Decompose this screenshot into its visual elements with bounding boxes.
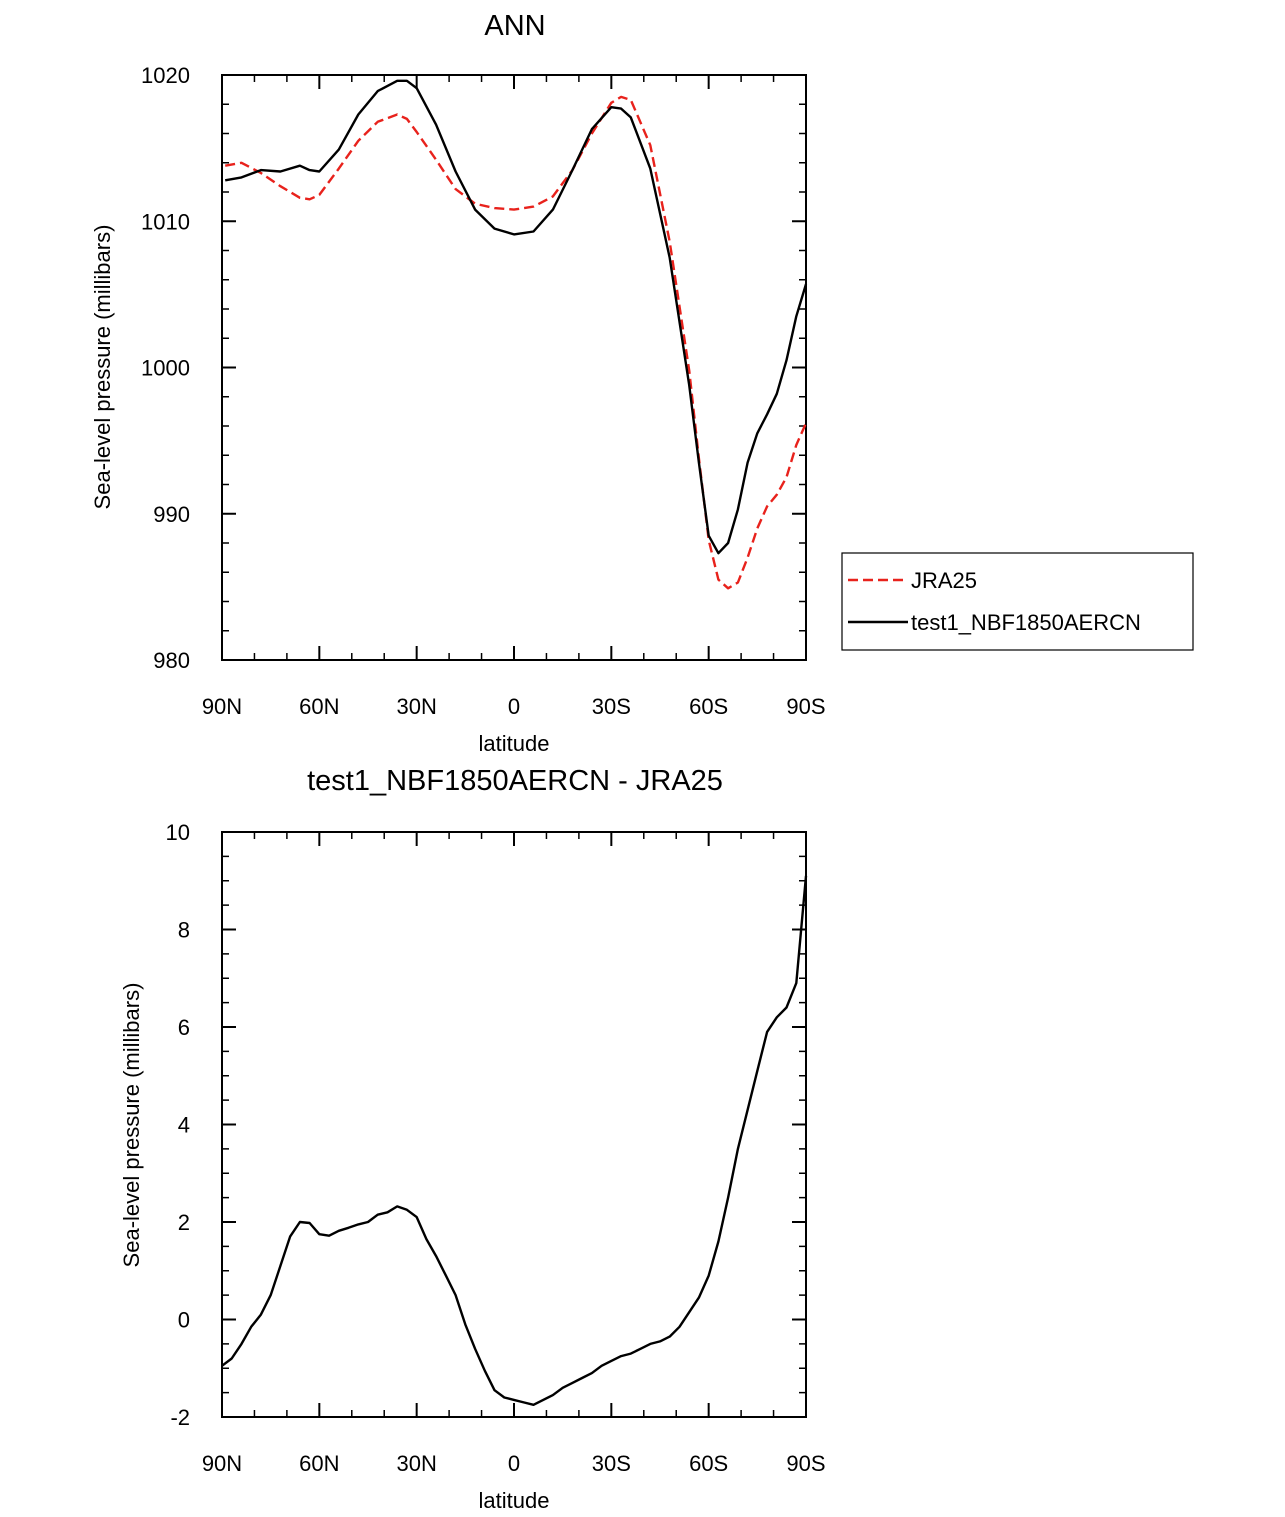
bottom-chart-title: test1_NBF1850AERCN - JRA25 bbox=[307, 765, 723, 797]
top-y-tick-labels: 980 990 1000 1010 1020 bbox=[141, 63, 190, 673]
x-tick-label: 90N bbox=[202, 694, 242, 719]
y-tick-label: 10 bbox=[166, 820, 190, 845]
bottom-panel: test1_NBF1850AERCN - JRA25 90N 60N 30N 0 30S… bbox=[119, 765, 826, 1513]
x-tick-label: 90S bbox=[786, 1451, 825, 1476]
bottom-x-tick-labels: 90N 60N 30N 0 30S 60S 90S bbox=[202, 1451, 826, 1476]
y-tick-label: 0 bbox=[178, 1308, 190, 1333]
top-chart-title: ANN bbox=[484, 10, 545, 42]
top-series-line-test1-nbf1850aercn bbox=[224, 79, 808, 555]
top-x-tick-labels: 90N 60N 30N 0 30S 60S 90S bbox=[202, 694, 826, 719]
y-tick-label: 980 bbox=[153, 648, 190, 673]
x-tick-label: 30S bbox=[592, 1451, 631, 1476]
x-tick-label: 60S bbox=[689, 1451, 728, 1476]
bottom-series-line-test1-nbf1850aercn-jra25 bbox=[221, 875, 808, 1407]
legend-label-jra25: JRA25 bbox=[911, 568, 977, 593]
legend: JRA25 test1_NBF1850AERCN bbox=[841, 552, 1194, 651]
top-series-line-jra25 bbox=[224, 95, 808, 590]
x-tick-label: 90N bbox=[202, 1451, 242, 1476]
x-tick-label: 60S bbox=[689, 694, 728, 719]
x-tick-label: 30S bbox=[592, 694, 631, 719]
x-tick-label: 60N bbox=[299, 694, 339, 719]
x-tick-label: 60N bbox=[299, 1451, 339, 1476]
top-series-layer bbox=[224, 79, 808, 590]
bottom-series-layer bbox=[221, 875, 808, 1407]
x-tick-label: 0 bbox=[508, 1451, 520, 1476]
y-tick-label: 1010 bbox=[141, 209, 190, 234]
bottom-axis-ticks bbox=[221, 831, 807, 1418]
top-y-axis-label: Sea-level pressure (millibars) bbox=[90, 225, 115, 510]
y-tick-label: 6 bbox=[178, 1015, 190, 1040]
bottom-y-tick-labels: -2 0 2 4 6 8 10 bbox=[166, 820, 190, 1430]
x-tick-label: 90S bbox=[786, 694, 825, 719]
y-tick-label: 1020 bbox=[141, 63, 190, 88]
x-tick-label: 30N bbox=[396, 694, 436, 719]
y-tick-label: 990 bbox=[153, 502, 190, 527]
top-x-axis-label: latitude bbox=[479, 731, 550, 756]
bottom-x-axis-label: latitude bbox=[479, 1488, 550, 1513]
legend-label-test1: test1_NBF1850AERCN bbox=[911, 610, 1141, 635]
top-panel: ANN 90N 60N 30N 0 30S 60S 90S 980 990 1000 1010 10… bbox=[90, 10, 826, 756]
bottom-y-axis-label: Sea-level pressure (millibars) bbox=[119, 983, 144, 1268]
x-tick-label: 30N bbox=[396, 1451, 436, 1476]
top-plot-frame bbox=[221, 74, 807, 661]
y-tick-label: 8 bbox=[178, 918, 190, 943]
y-tick-label: 2 bbox=[178, 1210, 190, 1235]
y-tick-label: -2 bbox=[170, 1405, 190, 1430]
y-tick-label: 1000 bbox=[141, 356, 190, 381]
bottom-plot-frame bbox=[221, 831, 807, 1418]
legend-box bbox=[841, 552, 1194, 651]
x-tick-label: 0 bbox=[508, 694, 520, 719]
y-tick-label: 4 bbox=[178, 1113, 190, 1138]
top-axis-ticks bbox=[221, 74, 807, 661]
